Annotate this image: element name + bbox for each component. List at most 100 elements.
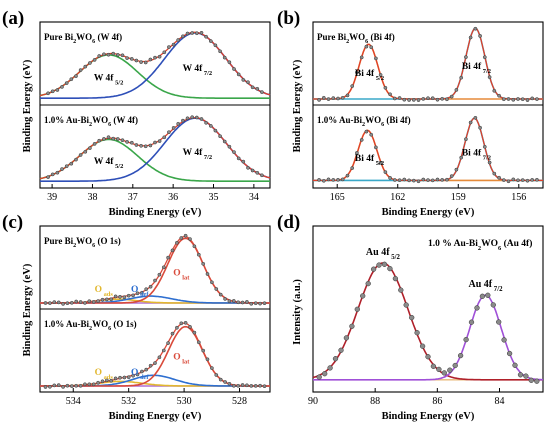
panel-d-data-point [414, 330, 420, 336]
panel-a-bottom-data-point [255, 170, 260, 175]
panel-a-top-data-point [78, 68, 83, 72]
panel-d-data-point [534, 378, 540, 384]
panel-b-bottom-data-point [317, 178, 321, 182]
panel-c-bottom-data-point [210, 366, 214, 370]
panel-d-component-1-line [312, 262, 543, 381]
panel-a-bottom-data-point [102, 137, 106, 141]
panel-b-top-data-point [454, 88, 459, 92]
panel-b-top-data-point [421, 97, 426, 101]
panel-a-top-data-point [143, 60, 148, 65]
panel-a-bottom-data-point [157, 139, 162, 143]
panel-d-data-point [338, 347, 344, 353]
panel-c-label: (c) [2, 212, 23, 233]
panel-a-top-data-point [115, 53, 120, 57]
panel-c-bottom-data-point [240, 383, 245, 387]
panel-b-top-data-point [350, 84, 355, 88]
panel-a-bottom-data-point [139, 143, 143, 148]
panel-b-bottom-data-point [378, 160, 383, 165]
panel-c-bottom-data-point [83, 382, 87, 387]
panel-c-top-data-point [179, 236, 184, 240]
panel-a-top-data-point [69, 77, 74, 82]
panel-a-bottom-data-point [125, 140, 129, 144]
panel-b-top-component-1-line [313, 43, 543, 100]
panel-c-top-data-point [100, 297, 105, 302]
panel-b-bottom-data-point [340, 177, 345, 182]
panel-a-top-data-point [74, 74, 78, 78]
panel-a-bottom-data-point [88, 146, 92, 150]
panel-c-bottom-data-point [258, 383, 262, 388]
panel-a-top-data-point [139, 60, 143, 64]
panel-b-xtick-label-1: 165 [330, 192, 345, 203]
panel-a-bottom-data-point [208, 124, 213, 128]
panel-b-top-peak-label-2: Bi 4f 7/2 [462, 62, 491, 75]
panel-b-top-data-point [392, 96, 397, 101]
panel-c-top-data-point [144, 287, 149, 292]
panel-a-top-data-point [236, 72, 241, 77]
panel-a: (a) Binding Energy (eV) W 4f 5/2 W 4f 7/2… [2, 8, 271, 218]
panel-a-top-data-point [255, 86, 260, 91]
panel-c-bottom-data-point [214, 373, 219, 377]
panel-a-top-data-point [106, 52, 111, 57]
panel-c-top-data-point [43, 301, 48, 305]
panel-d-data-point [332, 356, 339, 362]
panel-c-bottom-data-point [126, 375, 131, 380]
panel-c-bottom-data-point [122, 375, 127, 380]
panel-c-bottom-data-point [262, 384, 267, 389]
panel-d-data-point [506, 350, 513, 357]
panel-a-bottom-data-point [92, 142, 97, 146]
panel-c-top-data-point [74, 299, 79, 304]
panel-b-bottom-peak-label-2: Bi 4f 7/2 [462, 149, 491, 162]
panel-a-top-data-point [46, 91, 50, 96]
panel-c-bottom-data-point [52, 383, 57, 388]
panel-c-top-data-point [175, 240, 179, 245]
panel-c-bottom-data-point [144, 367, 149, 372]
panel-d-data-point [496, 319, 502, 325]
panel-b-label: (b) [277, 8, 300, 29]
panel-c-top-data-point [223, 297, 227, 301]
panel-a-top-data-point [120, 53, 125, 58]
panel-c-bottom-data-point [170, 331, 175, 336]
panel-b-bottom-sample-label: 1.0% Au-Bi2WO6 (Bi 4f) [317, 115, 411, 128]
panel-a-bottom-data-point [250, 168, 255, 173]
panel-a-top-data-point [97, 54, 102, 58]
panel-d-data-point [425, 354, 431, 360]
panel-c-bottom-data-point [153, 361, 157, 365]
panel-d-xtick-label-3: 86 [432, 396, 442, 407]
panel-b-xtick-label-2: 162 [390, 192, 405, 203]
panel-d-plot: Au 4f 5/2 Au 4f 7/2 1.0 % Au-Bi2WO6 (Au 4f… [308, 238, 543, 407]
panel-c-top-data-point [148, 284, 153, 289]
panel-c-top-data-point [83, 301, 87, 305]
panel-d-data-point [452, 362, 458, 369]
panel-b-ylabel: Binding Energy (eV) [292, 59, 303, 152]
panel-c-bottom-data-point [245, 383, 249, 388]
panel-a-xtick-label-5: 35 [209, 192, 219, 203]
panel-a-bottom-data-point [162, 135, 167, 140]
panel-a-ylabel: Binding Energy (eV) [22, 59, 33, 152]
panel-d-peak-label-2: Au 4f 7/2 [468, 279, 503, 293]
panel-a-bottom-data-point [134, 143, 139, 147]
panel-b-top-data-point [388, 92, 392, 97]
panel-a-bottom-data-point [227, 144, 232, 149]
panel-b-bottom-data-point [525, 178, 530, 183]
panel-b-top-data-point [492, 88, 497, 93]
panel-c-top-data-point [231, 299, 236, 303]
panel-c-xtick-label-1: 534 [66, 396, 81, 407]
panel-b-top-data-point [345, 93, 350, 98]
panel-a-bottom-data-point [190, 115, 195, 120]
panel-c-top-data-point [113, 294, 118, 299]
panel-b-top-data-point [482, 55, 487, 60]
panel-a-bottom-data-point [120, 138, 125, 143]
panel-a-bottom-data-point [50, 172, 55, 177]
panel-d-data-point [463, 336, 469, 343]
panel-c-top-data-point [135, 291, 140, 296]
panel-c-bottom-data-point [109, 378, 114, 383]
panel-b-bottom-data-point [506, 179, 511, 184]
panel-d-data-point [501, 337, 507, 343]
panel-b-top-data-point [369, 45, 374, 50]
panel-c-top-data-point [87, 299, 92, 304]
panel-c-bottom-data-point [253, 384, 258, 388]
panel-c-bottom-data-point [175, 325, 179, 330]
panel-a-bottom-data-point [143, 144, 148, 149]
panel-d-peak-label-1: Au 4f 5/2 [366, 247, 401, 261]
panel-c-bottom-data-point [231, 383, 236, 388]
